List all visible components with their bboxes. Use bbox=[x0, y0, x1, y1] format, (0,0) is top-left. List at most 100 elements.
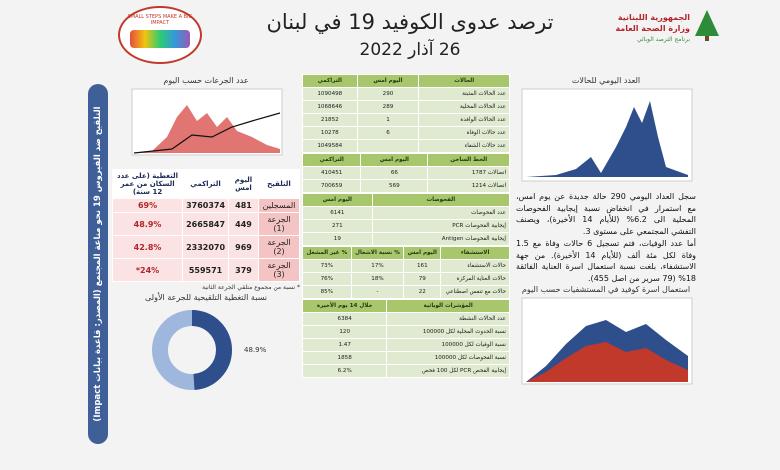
page-date: 26 آذار 2022 bbox=[359, 40, 461, 60]
page-title: ترصد عدوى الكوفيد 19 في لبنان bbox=[266, 10, 554, 34]
stats-table: الحالات اليوم امس التراكمي عدد الحالات المث… bbox=[302, 74, 510, 153]
cell: عدد الحالات المثبتة bbox=[418, 87, 510, 101]
data-row: نسبة الوفيات لكل 100000 1.47 bbox=[301, 338, 510, 352]
cell: عدد الحالات الوافدة bbox=[418, 113, 510, 127]
data-row: عدد الفحوصات 6141 bbox=[302, 206, 511, 220]
cell: 569 bbox=[360, 179, 429, 193]
header-cell: اليوم امس bbox=[228, 169, 259, 199]
cell: 17% bbox=[350, 259, 405, 273]
header-cell: اليوم امس bbox=[360, 153, 429, 167]
header-cell: التراكمي bbox=[302, 74, 358, 88]
vaccine-column: عدد الجرعات حسب اليوم التلقيح اليوم امس ال… bbox=[111, 76, 301, 400]
cell: - bbox=[350, 285, 405, 299]
side-label: التلقيح ضد الفيروس 19 نحو مناعة المجتمع … bbox=[93, 106, 103, 422]
cell: 161 bbox=[403, 259, 442, 273]
header-cell: % نسبة الاشغال bbox=[350, 246, 405, 260]
data-row: حالات الاستشفاء 161 17% 73% bbox=[302, 259, 510, 273]
badge-art bbox=[130, 30, 190, 48]
donut-title: نسبة التغطية التلقيحية للجرعة الأولى bbox=[145, 293, 267, 302]
cell: 271 bbox=[302, 219, 373, 233]
side-banner: التلقيح ضد الفيروس 19 نحو مناعة المجتمع … bbox=[88, 84, 108, 444]
cell: 10278 bbox=[302, 126, 358, 140]
ministry-line: وزارة الصحة العامة bbox=[615, 24, 690, 33]
summary-column: العدد اليومي للحالات سجل العداد اليومي 2… bbox=[516, 76, 696, 392]
ministry-line: برنامج الترصد الوبائي bbox=[636, 36, 690, 43]
cell: 2332070 bbox=[182, 235, 230, 259]
cell: 76% bbox=[302, 272, 352, 286]
header-cell: الحالات bbox=[418, 74, 510, 88]
cedar-logo bbox=[695, 10, 719, 41]
cases-chart bbox=[521, 88, 693, 182]
cell: حالات مع تنفس اصطناعي bbox=[440, 285, 510, 299]
data-row: نسبة الحدوث المحلية لكل 100000 120 bbox=[301, 325, 510, 339]
cell: 1.47 bbox=[301, 338, 388, 352]
data-row: اتصالات 1214 569 700659 bbox=[301, 179, 510, 193]
ministry-line: الجمهورية اللبنانية bbox=[617, 13, 690, 22]
header-cell: التراكمي bbox=[301, 153, 362, 167]
cell: 79 bbox=[403, 272, 442, 286]
cell: حالات الاستشفاء bbox=[440, 259, 510, 273]
data-row: حالات العناية المركزة 79 18% 76% bbox=[302, 272, 510, 286]
stats-table: الخط الساخن اليوم امس التراكمي اتصالات 1787… bbox=[301, 153, 510, 193]
cell: عدد حالات الشفاء bbox=[418, 139, 510, 153]
header-cell: الفحوصات bbox=[371, 193, 511, 207]
cell: 6 bbox=[356, 126, 420, 140]
cell: الجرعة (1) bbox=[257, 212, 301, 236]
data-row: عدد الحالات النشطة 6384 bbox=[301, 312, 510, 326]
data-row: عدد حالات الشفاء 1049584 bbox=[302, 139, 510, 153]
cell: 969 bbox=[228, 235, 259, 259]
cell: إيجابية الفحوصات PCR bbox=[371, 219, 511, 233]
cell: 410451 bbox=[301, 166, 362, 180]
chart-title: العدد اليومي للحالات bbox=[571, 76, 641, 85]
chart-title: عدد الجرعات حسب اليوم bbox=[163, 76, 249, 85]
cell: 3760374 bbox=[182, 198, 230, 213]
donut-chart: 48.9% bbox=[152, 310, 267, 390]
data-row: المسجلين 481 3760374 69% bbox=[111, 198, 301, 213]
data-row: عدد الحالات الوافدة 1 21852 bbox=[302, 113, 510, 127]
doses-chart bbox=[131, 88, 283, 156]
cell: 1068646 bbox=[302, 100, 358, 114]
cell: نسبة الفحوصات لكل 100000 bbox=[386, 351, 510, 365]
data-row: عدد حالات الوفاة 6 10278 bbox=[302, 126, 510, 140]
stats-table: الفحوصات اليوم امس عدد الفحوصات 6141 إيجابية… bbox=[302, 193, 511, 246]
header-cell: التغطية (على عدد السكان من عمر 12 سنة) bbox=[111, 169, 184, 199]
stats-table: المؤشرات الوبائية خلال 14 يوم الأخيرة عدد … bbox=[301, 299, 510, 378]
header-cell: اليوم امس bbox=[356, 74, 420, 88]
cell: 22 bbox=[403, 285, 442, 299]
header-row: التلقيح اليوم امس التراكمي التغطية (على عدد… bbox=[111, 169, 301, 199]
cell: 2665847 bbox=[182, 212, 230, 236]
header-cell: الاستشفاء bbox=[440, 246, 510, 260]
data-row: الجرعة (1) 449 2665847 48.9% bbox=[111, 212, 301, 236]
data-row: عدد الحالات المثبتة 290 1090498 bbox=[302, 87, 510, 101]
cell: 700659 bbox=[301, 179, 362, 193]
data-row: الجرعة (3) 379 559571 24%* bbox=[111, 258, 301, 282]
cell: 120 bbox=[301, 325, 388, 339]
cell: 1 bbox=[356, 113, 420, 127]
chart-title: استعمال اسرة كوفيد في المستشفيات حسب الي… bbox=[521, 285, 691, 294]
cell: 69% bbox=[111, 198, 184, 213]
header-row: الفحوصات اليوم امس bbox=[302, 193, 511, 207]
cell: الجرعة (3) bbox=[257, 258, 301, 282]
stats-tables: الحالات اليوم امس التراكمي عدد الحالات المث… bbox=[301, 74, 511, 378]
cell: نسبة الوفيات لكل 100000 bbox=[386, 338, 510, 352]
cell: نسبة الحدوث المحلية لكل 100000 bbox=[386, 325, 510, 339]
cell: 1049584 bbox=[302, 139, 358, 153]
cell: 290 bbox=[356, 87, 420, 101]
header-row: الاستشفاء اليوم امس% نسبة الاشغال% غير ال… bbox=[302, 246, 510, 260]
data-row: إيجابية الفحوصات PCR 271 bbox=[302, 219, 511, 233]
data-row: اتصالات 1787 66 410451 bbox=[301, 166, 510, 180]
header-row: الخط الساخن اليوم امس التراكمي bbox=[301, 153, 510, 167]
cell: عدد الحالات النشطة bbox=[386, 312, 510, 326]
cell: 85% bbox=[302, 285, 352, 299]
ministry-name: الجمهورية اللبنانية وزارة الصحة العامة ب… bbox=[580, 12, 690, 45]
cell bbox=[356, 139, 420, 153]
cell: 379 bbox=[228, 258, 259, 282]
cell: المسجلين bbox=[257, 198, 301, 213]
beds-chart bbox=[521, 297, 693, 385]
cell: 6.2% bbox=[301, 364, 388, 378]
cell: 21852 bbox=[302, 113, 358, 127]
cell: اتصالات 1787 bbox=[427, 166, 510, 180]
cell: الجرعة (2) bbox=[257, 235, 301, 259]
header-cell: التراكمي bbox=[182, 169, 230, 199]
header-cell: الخط الساخن bbox=[427, 153, 510, 167]
